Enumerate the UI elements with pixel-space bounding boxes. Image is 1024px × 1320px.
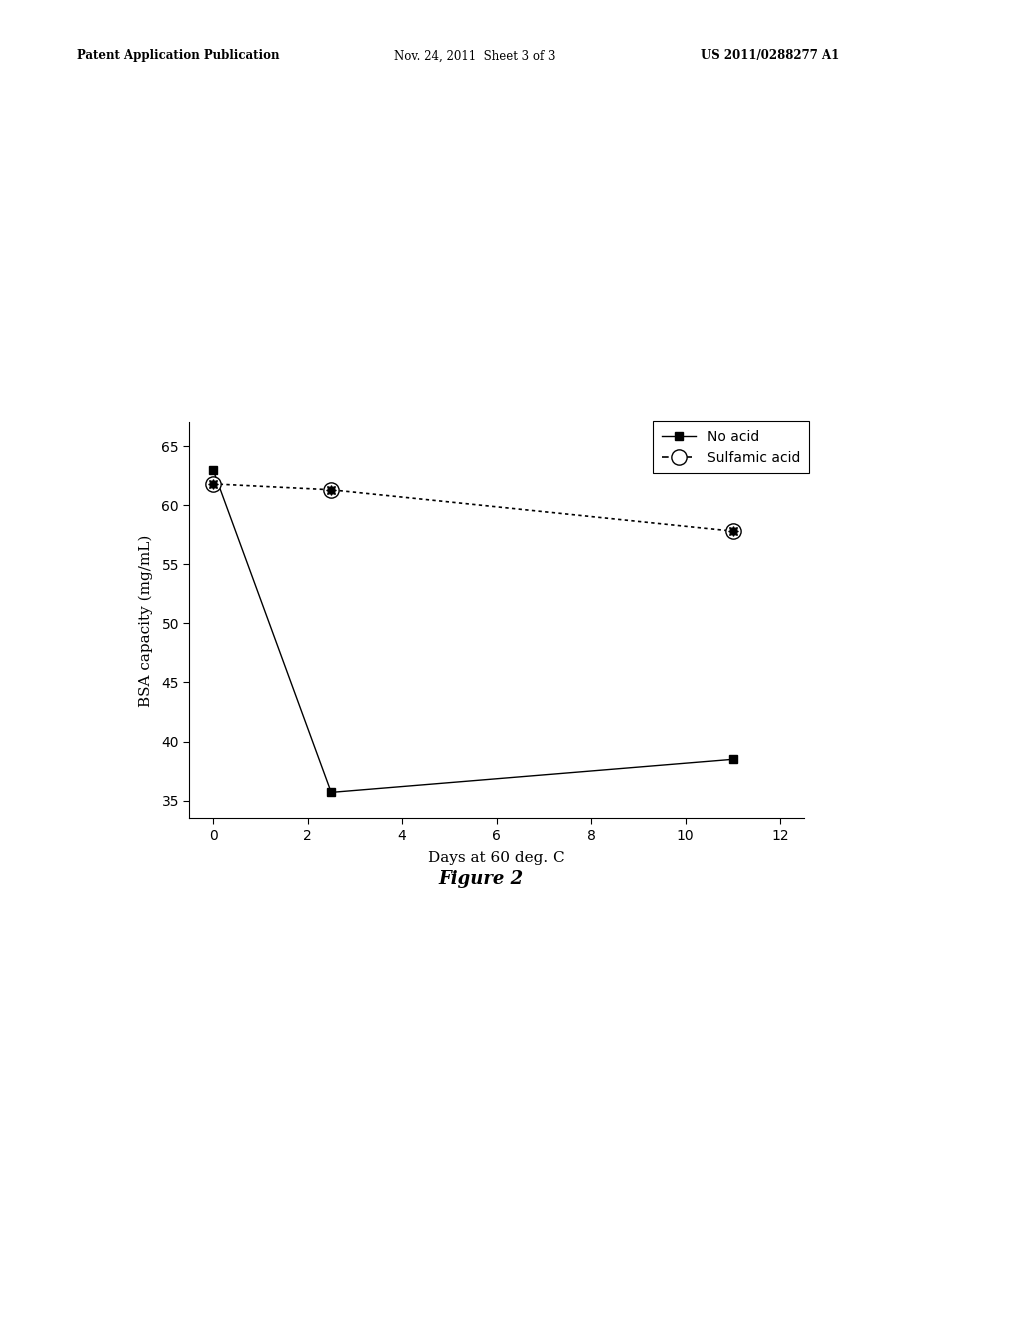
No acid	[727, 751, 739, 767]
Y-axis label: BSA capacity (mg/mL): BSA capacity (mg/mL)	[138, 535, 153, 706]
Sulfamic acid	[325, 482, 337, 498]
Sulfamic acid	[727, 523, 739, 539]
Sulfamic acid	[207, 477, 219, 492]
Text: US 2011/0288277 A1: US 2011/0288277 A1	[701, 49, 840, 62]
No acid	[207, 462, 219, 478]
Legend: No acid, Sulfamic acid: No acid, Sulfamic acid	[653, 421, 809, 473]
Text: Nov. 24, 2011  Sheet 3 of 3: Nov. 24, 2011 Sheet 3 of 3	[394, 49, 556, 62]
X-axis label: Days at 60 deg. C: Days at 60 deg. C	[428, 851, 565, 865]
Text: Patent Application Publication: Patent Application Publication	[77, 49, 280, 62]
Line: No acid: No acid	[209, 466, 737, 796]
No acid	[325, 784, 337, 800]
Text: Figure 2: Figure 2	[438, 870, 524, 888]
Line: Sulfamic acid: Sulfamic acid	[206, 477, 740, 539]
